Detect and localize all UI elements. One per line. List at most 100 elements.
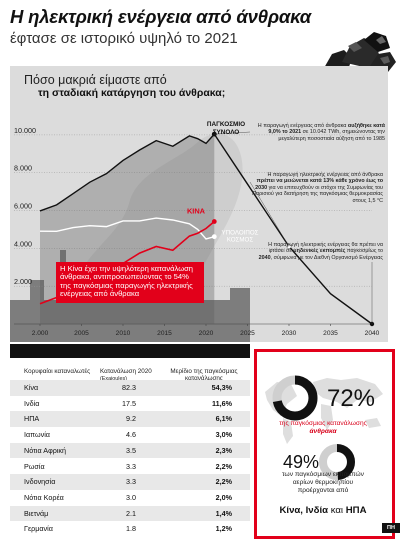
note-text: , σύμφωνα με τον Διεθνή Οργανισμό Ενέργε… — [270, 254, 383, 261]
table-row: ΗΠΑ 9.2 6,1% — [10, 411, 250, 428]
label-rest: ΥΠΟΛΟΙΠΟΣ ΚΟΣΜΟΣ — [222, 230, 259, 244]
note-highlight: 2040 — [258, 254, 271, 261]
header-consumption: Κατανάλωση 2020 (Exajoules) — [100, 368, 160, 383]
x-tick-label: 2030 — [282, 330, 297, 337]
cell-country: Βιετνάμ — [24, 508, 49, 518]
cell-consumption: 3.5 — [126, 445, 136, 455]
series-line-rest — [39, 217, 215, 240]
cell-share: 11,6% — [212, 398, 232, 408]
y-tick-label: 10.000 — [14, 126, 36, 135]
cell-consumption: 3.3 — [126, 477, 136, 487]
x-tick-label: 2015 — [157, 330, 172, 337]
cell-share: 6,1% — [215, 414, 232, 424]
cell-country: Κίνα — [24, 383, 39, 392]
cell-consumption: 3.0 — [126, 492, 136, 502]
cell-country: Νότια Αφρική — [24, 445, 67, 455]
china-endpoint — [211, 219, 217, 224]
cell-country: Γερμανία — [24, 524, 53, 534]
cell-consumption: 1.8 — [126, 524, 136, 534]
cell-share: 1,2% — [215, 524, 232, 534]
y-tick-label: 2.000 — [14, 277, 32, 286]
cell-consumption: 3.3 — [126, 461, 136, 471]
cell-share: 2,2% — [215, 461, 232, 471]
table-row: Ινδία 17.5 11,6% — [10, 396, 250, 412]
note-text: Η παραγωγή ηλεκτρικής ενέργειας από άνθρ… — [267, 172, 383, 178]
header-unit: (Exajoules) — [100, 376, 127, 382]
cell-consumption: 4.6 — [126, 430, 136, 440]
countries-and: και — [330, 505, 344, 516]
x-tick-label: 2005 — [74, 330, 89, 337]
stat2-value: 49% — [283, 452, 319, 472]
cell-consumption: 82.3 — [122, 383, 136, 392]
table-row: Ινδονησία 3.3 2,2% — [10, 474, 250, 490]
table-row: Γερμανία 1.8 1,2% — [10, 521, 250, 537]
stats-graphics: 72% 49% — [265, 375, 383, 480]
smoke-shape — [70, 133, 243, 300]
page-subtitle: έφτασε σε ιστορικό υψηλό το 2021 — [10, 30, 238, 47]
stat1-label-a: της παγκόσμιας κατανάλωσης — [279, 420, 367, 427]
stat2-label-b: αερίων θερμοκηπίου — [292, 479, 354, 486]
publisher-logo: ΠΗ — [382, 523, 400, 533]
table-row: Νότια Αφρική 3.5 2,3% — [10, 442, 250, 459]
note-highlight: μηδενικές εκπομπές — [293, 248, 346, 255]
stat1-label-b: άνθρακα — [309, 428, 337, 435]
x-tick-label: 2.000 — [32, 330, 49, 337]
table-row: Νότια Κορέα 3.0 2,0% — [10, 490, 250, 506]
cell-consumption: 2.1 — [126, 508, 136, 518]
y-tick-label: 4.000 — [14, 239, 32, 248]
note-text: Η παραγωγή ενέργειας από άνθρακα — [257, 123, 348, 129]
rest-endpoint — [211, 234, 217, 240]
x-tick-label: 2010 — [116, 330, 131, 337]
cell-share: 2,3% — [215, 445, 232, 455]
leader-line — [214, 131, 251, 135]
chart-question-line1: Πόσο μακριά είμαστε από — [24, 73, 167, 87]
cell-share: 2,0% — [215, 492, 232, 502]
cell-share: 2,2% — [215, 477, 232, 487]
header-share: Μερίδιο της παγκόσμιας κατανάλωσης — [170, 368, 238, 382]
x-tick-label: 2040 — [365, 330, 380, 337]
note-paris-target: Η παραγωγή ηλεκτρικής ενέργειας από άνθρ… — [250, 172, 383, 204]
stat1-value: 72% — [327, 385, 375, 412]
stat2-label: των παγκόσμιων εκπομπών αερίων θερμοκηπί… — [262, 471, 384, 495]
countries-b: ΗΠΑ — [345, 505, 367, 516]
cell-country: Νότια Κορέα — [24, 492, 64, 502]
series-line-world — [39, 133, 215, 212]
label-china: ΚΙΝΑ — [187, 207, 206, 216]
table-row: Ρωσία 3.3 2,2% — [10, 459, 250, 475]
cell-country: Ινδία — [24, 398, 40, 408]
china-callout: Η Κίνα έχει την υψηλότερη κατανάλωση άνθ… — [56, 262, 204, 303]
table-row: Κίνα 82.3 54,3% — [10, 380, 250, 396]
world-map-icon — [265, 378, 383, 444]
header-consumption-label: Κατανάλωση 2020 — [100, 368, 152, 375]
cell-share: 3,0% — [215, 430, 232, 440]
label-world: ΠΑΓΚΟΣΜΙΟ ΣΥΝΟΛΟ — [207, 121, 245, 136]
x-tick-label: 2035 — [323, 330, 338, 337]
table-row: Βιετνάμ 2.1 1,4% — [10, 505, 250, 522]
note-highlight: αυξήθηκε κατά 9,0% το 2021 — [268, 123, 385, 136]
page-title: Η ηλεκτρική ενέργεια από άνθρακα — [10, 6, 311, 27]
table-top-bar — [10, 344, 250, 358]
stat2-label-a: των παγκόσμιων εκπομπών — [282, 471, 364, 478]
table-row: Ιαπωνία 4.6 3,0% — [10, 427, 250, 443]
note-text: για να επιτευχθούν οι στόχοι της Συμφωνί… — [252, 184, 383, 204]
note-record-high: Η παραγωγή ενέργειας από άνθρακα αυξήθηκ… — [252, 123, 385, 142]
y-tick-label: 6.000 — [14, 202, 32, 211]
cell-consumption: 17.5 — [122, 398, 136, 408]
note-text: παγκοσμίως το — [345, 248, 383, 255]
donut2-arc — [319, 444, 355, 480]
top-countries: Κίνα, Ινδία και ΗΠΑ — [264, 505, 382, 516]
x-tick-label: 2025 — [240, 330, 255, 337]
leader-line — [249, 181, 290, 247]
note-highlight: πρέπει να μειώνεται κατά 13% κάθε χρόνο … — [255, 178, 383, 191]
stat1-label: της παγκόσμιας κατανάλωσης άνθρακα — [262, 420, 384, 436]
cell-country: Ινδονησία — [24, 477, 56, 487]
donut1-arc — [272, 375, 318, 421]
y-tick-label: 8.000 — [14, 164, 32, 173]
cell-share: 54,3% — [211, 383, 232, 392]
coal-illustration — [324, 32, 396, 72]
note-net-zero: Η παραγωγή ηλεκτρικής ενέργειας θα πρέπε… — [256, 242, 383, 261]
cell-consumption: 9.2 — [126, 414, 136, 424]
header-country: Κορυφαίοι καταναλωτές — [24, 368, 91, 375]
top-consumers-table: Κορυφαίοι καταναλωτές Κατανάλωση 2020 (E… — [10, 358, 250, 533]
cell-share: 1,4% — [215, 508, 232, 518]
